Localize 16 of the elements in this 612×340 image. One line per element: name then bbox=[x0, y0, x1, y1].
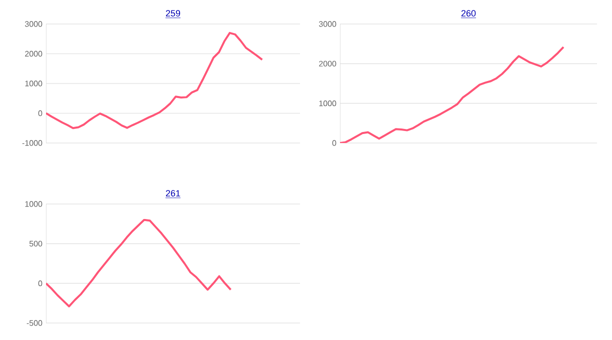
y-tick-label: 0 bbox=[332, 140, 336, 146]
chart-title: 261 bbox=[166, 190, 180, 196]
y-tick-label: 2000 bbox=[319, 60, 336, 67]
y-tick-label: 3000 bbox=[318, 21, 336, 27]
y-tick-label: -1000 bbox=[22, 140, 42, 146]
chart-title: 259 bbox=[166, 10, 180, 16]
chart-title: 260 bbox=[461, 10, 476, 16]
y-tick-label: 0 bbox=[38, 110, 42, 116]
y-tick-label: 500 bbox=[29, 240, 42, 247]
y-tick-label: 2000 bbox=[25, 50, 42, 57]
y-tick-label: 3000 bbox=[24, 21, 42, 27]
y-tick-label: -500 bbox=[26, 320, 42, 326]
y-tick-label: 0 bbox=[38, 280, 42, 286]
y-tick-label: 1000 bbox=[25, 201, 42, 207]
y-tick-label: 1000 bbox=[25, 80, 42, 86]
y-tick-label: 1000 bbox=[319, 100, 336, 106]
